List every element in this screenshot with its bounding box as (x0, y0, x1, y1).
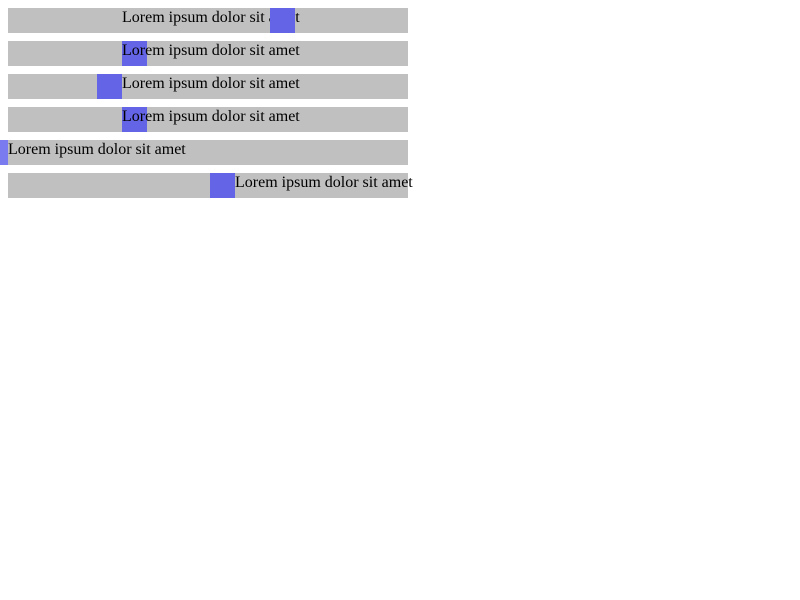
row-1-marker (270, 8, 295, 33)
row-5: Lorem ipsum dolor sit amet (0, 140, 408, 165)
row-1: Lorem ipsum dolor sit amet (8, 8, 408, 33)
row-3: Lorem ipsum dolor sit amet (8, 74, 408, 99)
row-5-label: Lorem ipsum dolor sit amet (8, 141, 186, 158)
row-2: Lorem ipsum dolor sit amet (8, 41, 408, 66)
row-2-marker (122, 41, 147, 66)
row-1-label: Lorem ipsum dolor sit amet (122, 9, 300, 26)
row-6: Lorem ipsum dolor sit amet (8, 173, 413, 198)
row-4-label: Lorem ipsum dolor sit amet (122, 108, 300, 125)
row-3-label: Lorem ipsum dolor sit amet (122, 75, 300, 92)
row-6-label: Lorem ipsum dolor sit amet (235, 174, 413, 191)
row-6-marker (210, 173, 235, 198)
row-4-marker (122, 107, 147, 132)
row-2-label: Lorem ipsum dolor sit amet (122, 42, 300, 59)
row-4: Lorem ipsum dolor sit amet (8, 107, 408, 132)
row-3-marker (97, 74, 122, 99)
row-5-marker (0, 140, 8, 165)
